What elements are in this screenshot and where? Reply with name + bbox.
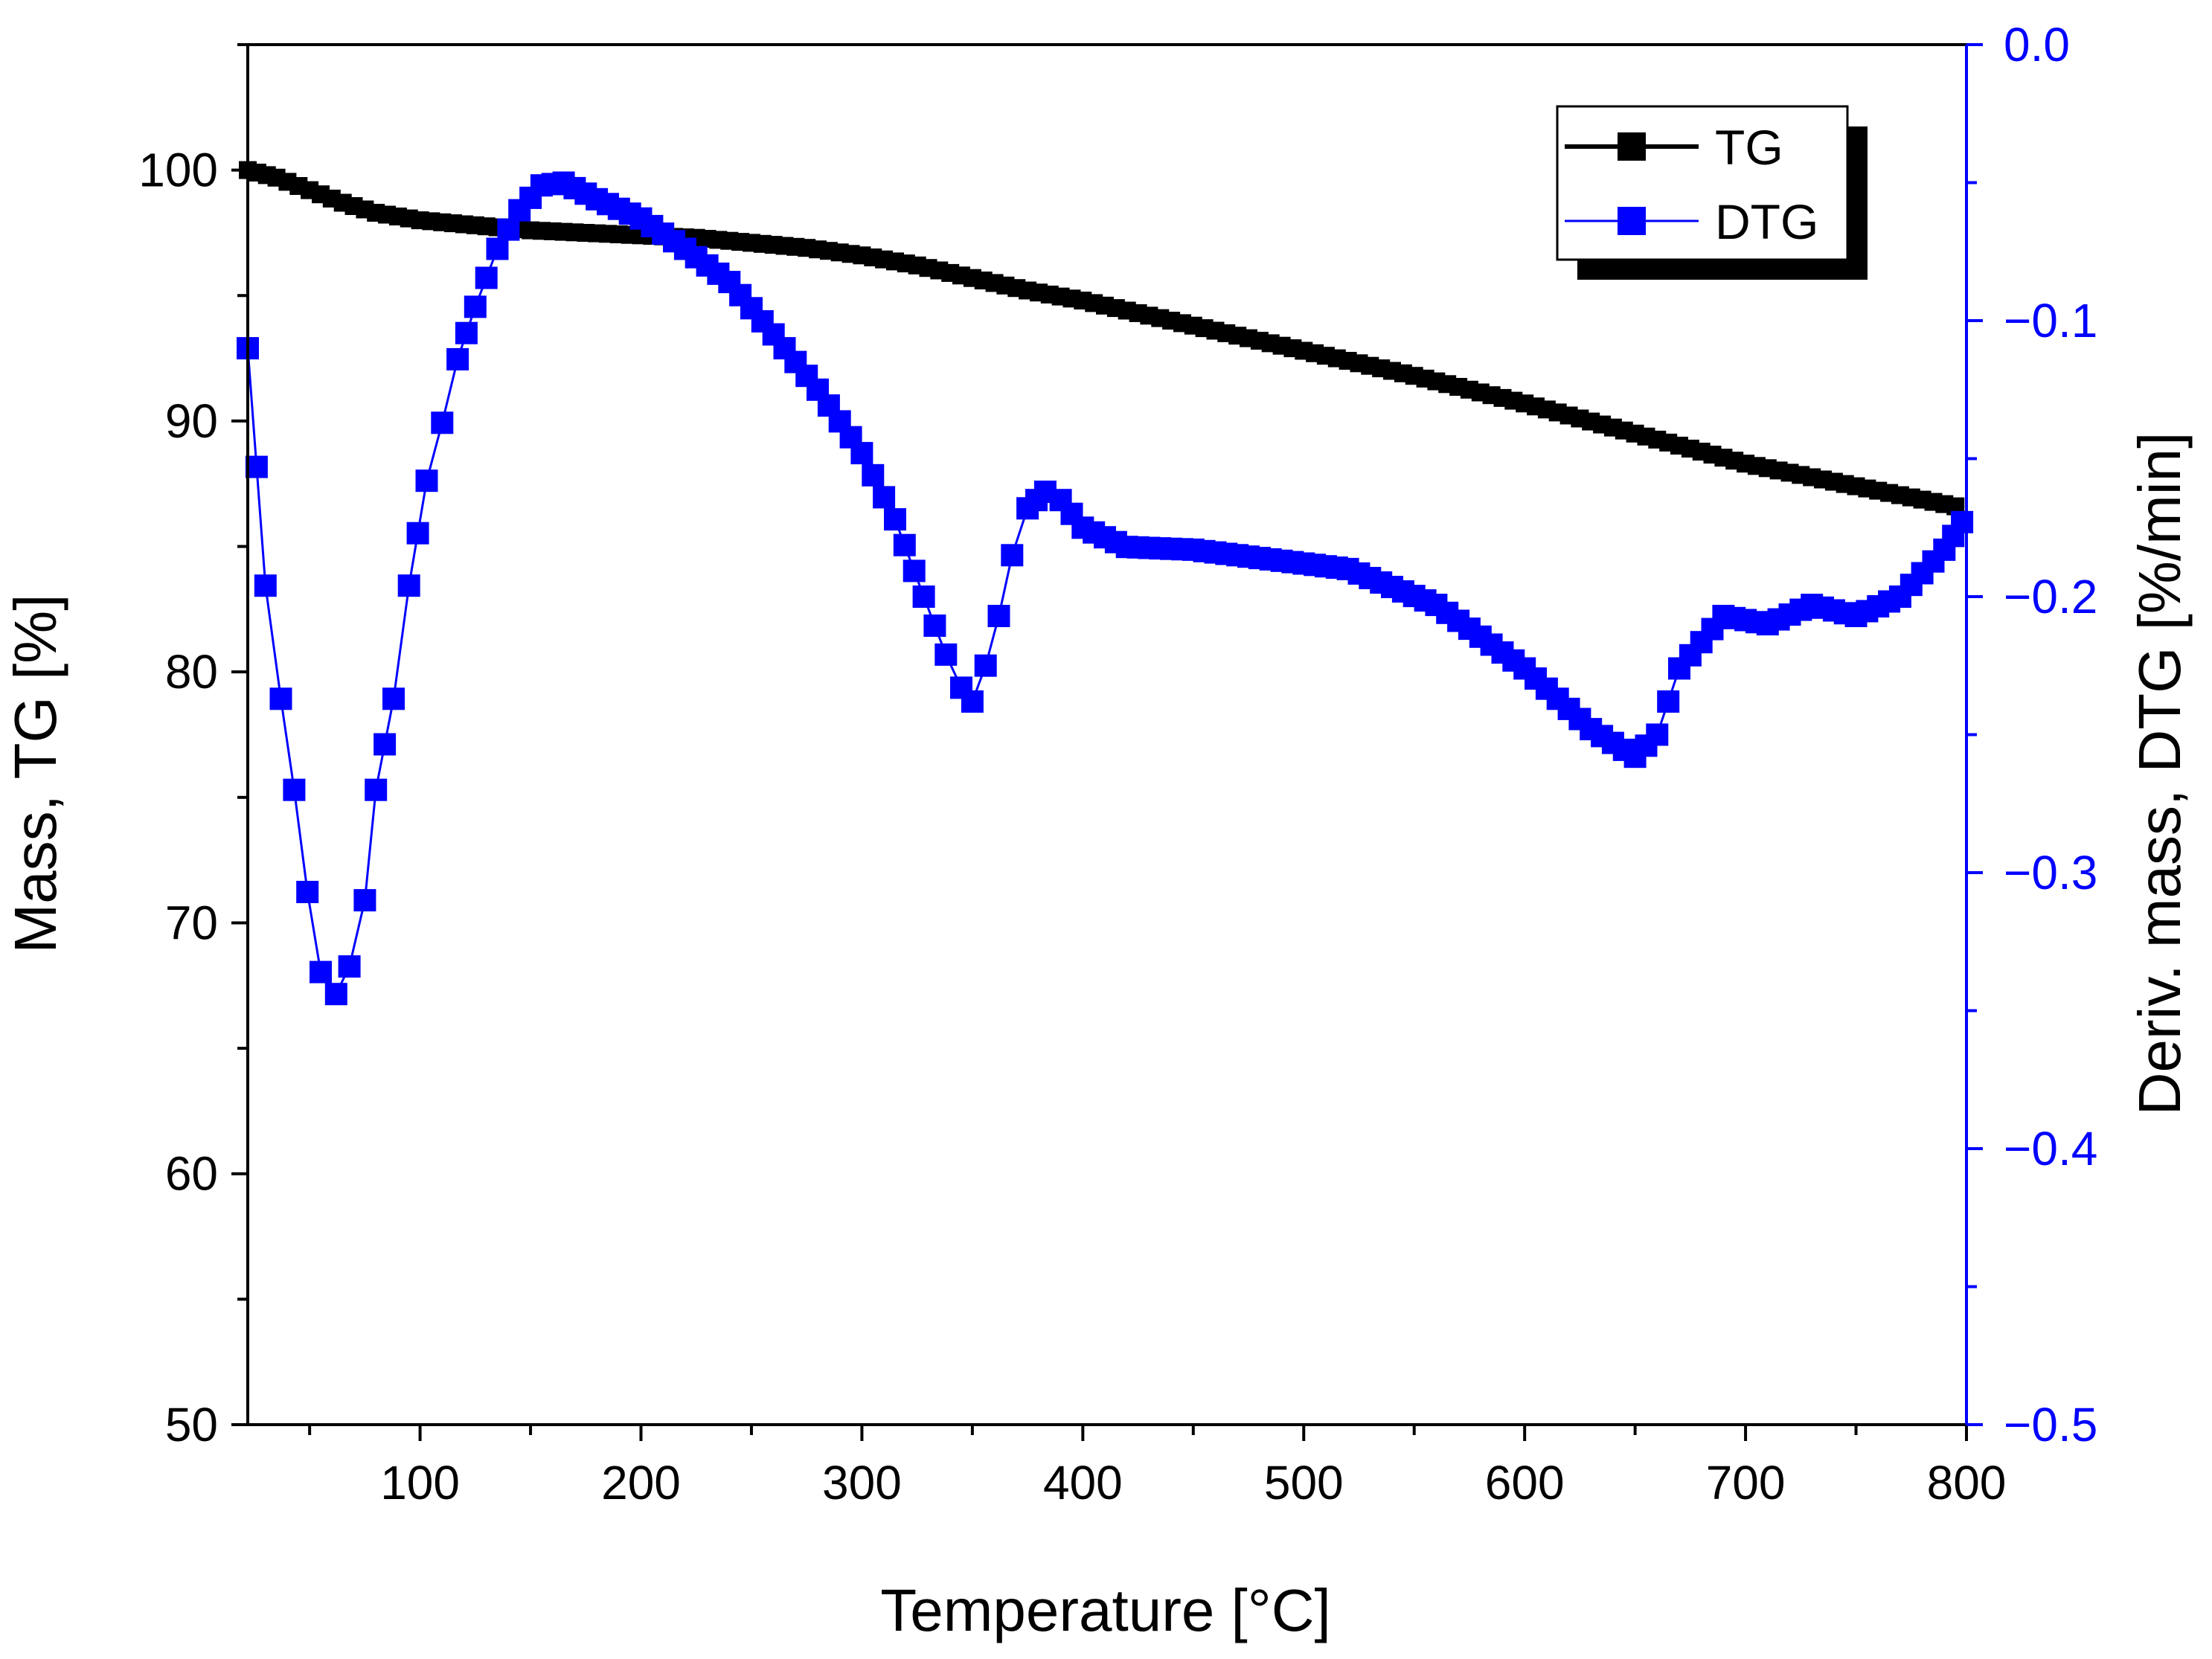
x-tick-label: 800 [1927,1456,2007,1509]
right-y-axis-title: Deriv. mass, DTG [%/min] [2126,432,2193,1116]
dtg-marker [382,687,405,710]
y-right-tick-label: −0.4 [2004,1122,2097,1175]
y-left-tick-label: 80 [165,645,218,699]
dtg-marker [912,585,935,608]
dtg-marker [455,321,478,344]
left-y-axis: 50 60 70 80 90 100 [138,43,248,1451]
dtg-marker [365,778,388,801]
dtg-marker [862,463,885,487]
dtg-marker [406,522,429,545]
dtg-marker [873,486,896,509]
dtg-marker [923,614,946,637]
legend-dtg-marker [1618,207,1646,235]
x-tick-label: 700 [1706,1456,1786,1509]
dtg-marker [397,574,420,597]
dtg-marker [961,690,984,713]
dtg-marker [353,889,376,912]
legend-tg-label: TG [1715,120,1783,175]
y-right-tick-label: −0.3 [2004,846,2097,899]
dtg-marker [1646,723,1669,746]
dtg-marker [324,983,347,1006]
left-y-axis-title: Mass, TG [%] [2,594,68,953]
dtg-marker [296,881,319,903]
dtg-marker [1951,510,1974,533]
x-tick-label: 300 [822,1456,902,1509]
y-left-tick-label: 50 [165,1398,218,1451]
y-left-tick-label: 60 [165,1147,218,1201]
dtg-marker [974,654,997,677]
legend-box [1556,105,1849,261]
legend-tg-marker [1618,132,1646,161]
dtg-marker [893,533,916,556]
dtg-marker [497,218,520,241]
y-right-tick-label: −0.5 [2004,1398,2097,1451]
dtg-marker [903,559,926,583]
dtg-marker [431,411,454,434]
right-y-axis: −0.5 −0.4 −0.3 −0.2 −0.1 0.0 [1966,18,2097,1451]
dtg-marker [464,295,487,318]
dtg-series [237,171,1974,1006]
dtg-marker [338,955,361,978]
x-axis-title: Temperature [°C] [880,1577,1331,1643]
y-right-tick-label: −0.1 [2004,294,2097,347]
dtg-marker [850,442,873,465]
tg-series [239,161,1965,516]
dtg-marker [475,266,498,289]
dtg-marker [374,733,397,756]
dtg-marker [486,237,509,260]
dtg-marker [269,687,292,710]
dtg-marker [254,574,277,597]
legend: TG DTG [1556,105,1868,280]
y-left-tick-label: 100 [138,144,218,197]
dtg-marker [415,469,438,492]
x-axis: 100 200 300 400 500 600 700 800 [308,1425,2007,1509]
x-tick-label: 100 [380,1456,460,1509]
y-left-tick-label: 70 [165,896,218,949]
x-tick-label: 200 [601,1456,681,1509]
y-right-tick-label: 0.0 [2004,18,2070,71]
dtg-marker [1001,544,1024,567]
dtg-marker [1657,690,1680,713]
dtg-marker [935,643,958,666]
dtg-marker [884,508,906,531]
dtg-marker [310,960,332,983]
y-left-tick-label: 90 [165,394,218,448]
dtg-marker [283,778,306,801]
y-right-tick-label: −0.2 [2004,570,2097,623]
dtg-marker [446,347,469,370]
x-tick-label: 600 [1485,1456,1565,1509]
dtg-marker [987,605,1010,627]
x-tick-label: 400 [1043,1456,1123,1509]
x-tick-label: 500 [1264,1456,1344,1509]
legend-dtg-label: DTG [1715,194,1818,249]
